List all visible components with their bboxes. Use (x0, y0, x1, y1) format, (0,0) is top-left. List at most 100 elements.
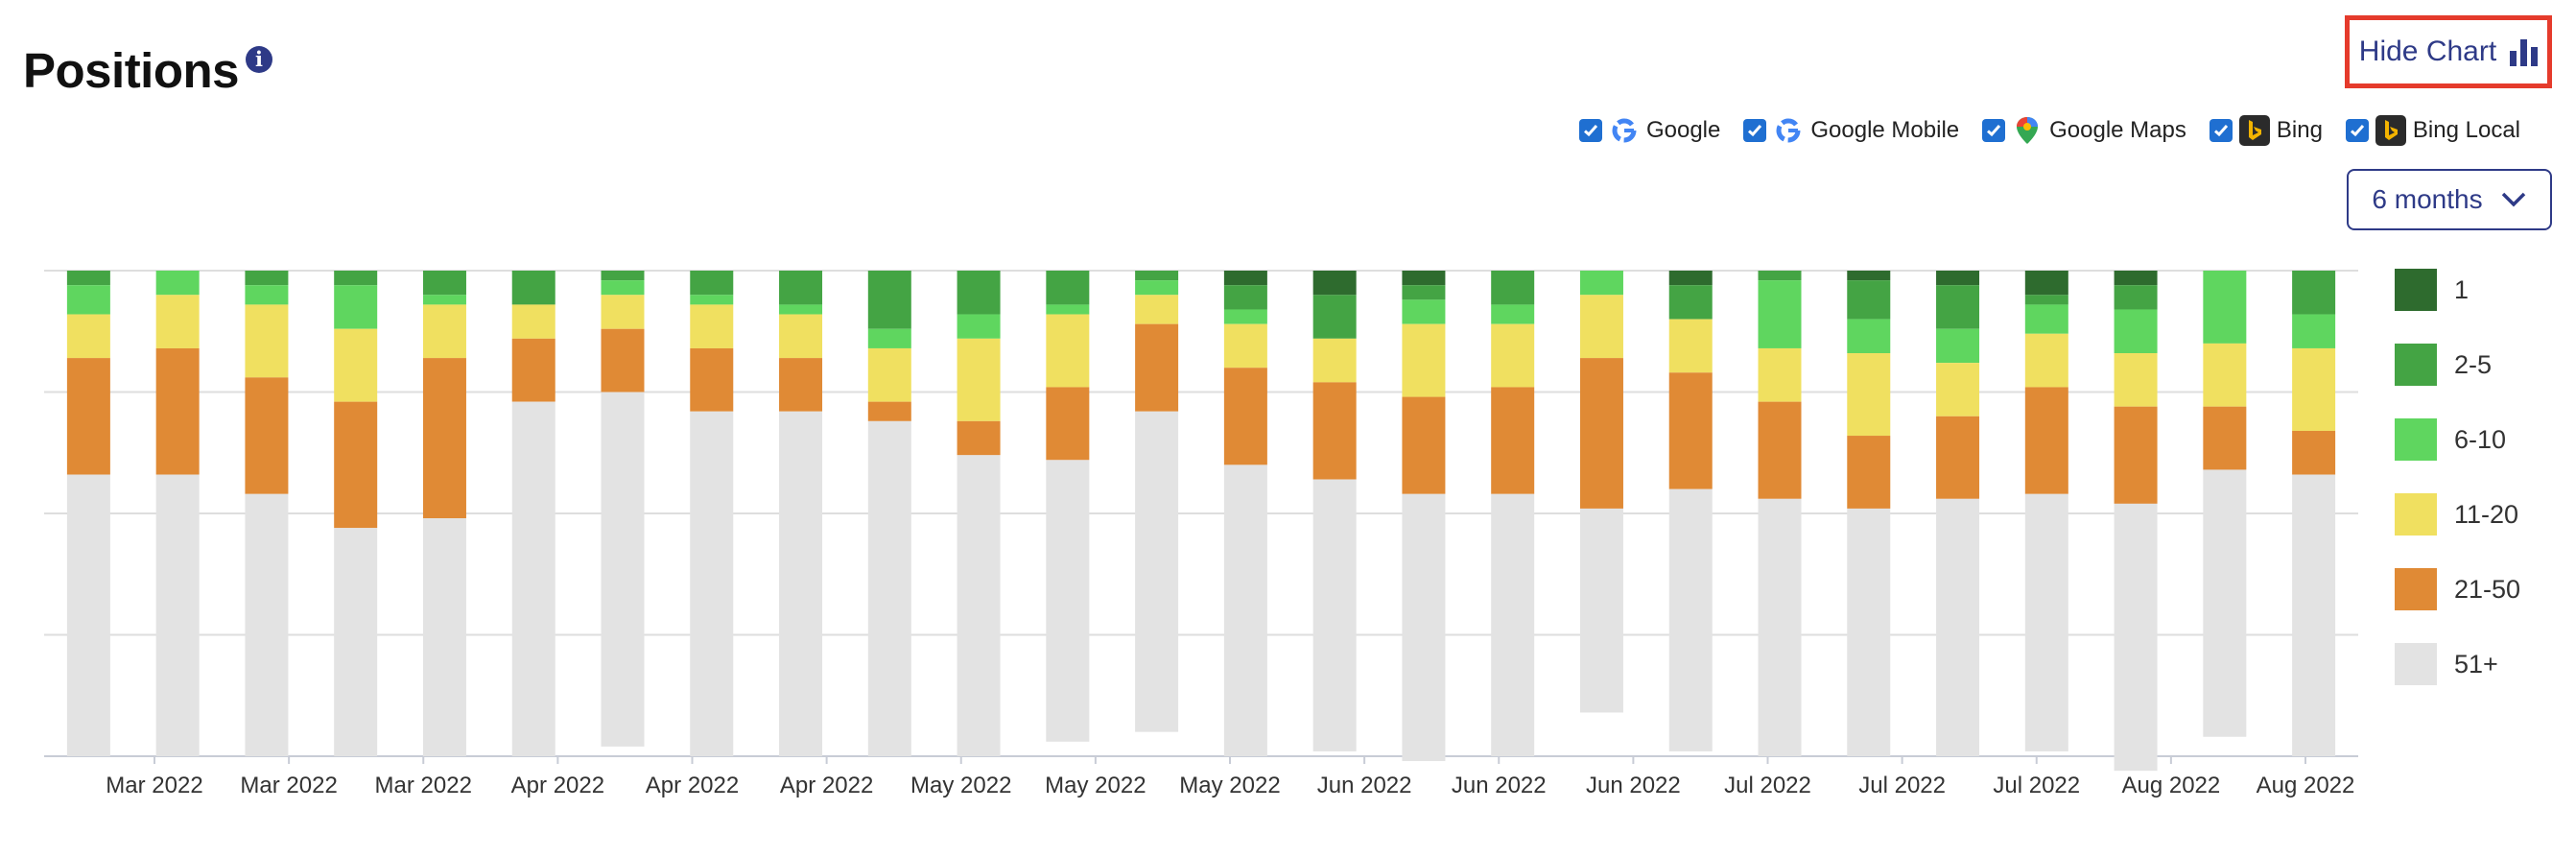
x-tick-label: Jul 2022 (1858, 773, 1946, 798)
bar-segment-51+ (1579, 508, 1623, 713)
filter-google-mobile[interactable]: Google Mobile (1743, 114, 1959, 147)
bar-segment-2-5 (1847, 280, 1891, 320)
bar-segment-21-50 (245, 377, 289, 494)
legend-item: 21-50 (2395, 568, 2520, 610)
legend-item: 6-10 (2395, 418, 2520, 461)
bar-segment-2-5 (1402, 285, 1446, 300)
x-tick-label: May 2022 (910, 773, 1011, 798)
bar-segment-6-10 (779, 304, 823, 315)
info-icon[interactable]: i (246, 46, 272, 73)
bar-segment-21-50 (1668, 372, 1713, 489)
bar-segment-51+ (690, 411, 734, 756)
bar-segment-6-10 (422, 295, 466, 305)
bar-segment-2-5 (511, 271, 555, 305)
bing-local-checkbox[interactable] (2345, 119, 2369, 142)
bar-segment-21-50 (1847, 436, 1891, 509)
legend-item: 51+ (2395, 643, 2520, 685)
bar-segment-11-20 (155, 295, 200, 348)
bar-segment-51+ (1402, 493, 1446, 762)
bar-segment-6-10 (155, 271, 200, 296)
x-tick-label: Aug 2022 (2121, 773, 2220, 798)
bar-segment-2-5 (422, 271, 466, 296)
bar-segment-51+ (957, 455, 1001, 756)
bar-segment-21-50 (601, 328, 645, 393)
x-tick-label: May 2022 (1179, 773, 1280, 798)
bar-segment-11-20 (1223, 323, 1267, 369)
bar-segment-51+ (2024, 493, 2068, 751)
bar-segment-21-50 (2024, 387, 2068, 494)
x-tick-label: Aug 2022 (2257, 773, 2355, 798)
google-mobile-checkbox[interactable] (1743, 119, 1767, 142)
page-title: Positions (23, 43, 240, 98)
bar-segment-6-10 (2203, 271, 2247, 344)
x-tick-label: Jun 2022 (1586, 773, 1681, 798)
bar-segment-6-10 (1758, 280, 1802, 348)
bar-segment-21-50 (422, 358, 466, 519)
x-tick-label: Apr 2022 (511, 773, 604, 798)
filter-bing[interactable]: Bing (2209, 114, 2323, 147)
legend-item: 1 (2395, 269, 2520, 311)
filter-label: Google Mobile (1810, 117, 1960, 143)
x-tick-label: Jul 2022 (1993, 773, 2080, 798)
legend-label: 1 (2454, 274, 2470, 304)
legend-swatch (2395, 344, 2437, 386)
x-tick-label: Apr 2022 (780, 773, 873, 798)
map-pin-icon (2011, 114, 2044, 147)
bar-segment-11-20 (511, 304, 555, 339)
hide-chart-button[interactable]: Hide Chart (2345, 15, 2552, 88)
bar-segment-21-50 (1135, 323, 1179, 412)
bar-segment-6-10 (66, 285, 110, 315)
hide-chart-label: Hide Chart (2358, 36, 2497, 67)
bar-segment-11-20 (2114, 353, 2158, 407)
bar-segment-6-10 (1579, 271, 1623, 296)
filter-bing-local[interactable]: Bing Local (2345, 114, 2520, 147)
bar-segment-6-10 (2024, 304, 2068, 334)
google-checkbox[interactable] (1578, 119, 1602, 142)
bar-segment-21-50 (2292, 430, 2336, 475)
bar-segment-11-20 (2024, 333, 2068, 388)
bar-segment-2-5 (2024, 295, 2068, 305)
bar-segment-6-10 (957, 314, 1001, 339)
bar-segment-2-5 (334, 271, 378, 286)
bar-segment-21-50 (1046, 387, 1090, 461)
bar-segment-2-5 (1223, 285, 1267, 310)
legend-swatch (2395, 418, 2437, 461)
legend-label: 51+ (2454, 649, 2498, 678)
bar-segment-2-5 (1046, 271, 1090, 305)
bar-segment-51+ (245, 493, 289, 756)
bar-segment-21-50 (1402, 396, 1446, 494)
legend-label: 2-5 (2454, 349, 2493, 379)
bar-segment-21-50 (334, 401, 378, 529)
bar-segment-51+ (1135, 411, 1179, 732)
bar-segment-21-50 (155, 347, 200, 475)
filter-google[interactable]: Google (1578, 114, 1721, 147)
bar-segment-2-5 (2292, 271, 2336, 315)
bar-segment-6-10 (1046, 304, 1090, 315)
bing-icon (2375, 114, 2407, 147)
bar-segment-51+ (2114, 503, 2158, 772)
bar-segment-11-20 (957, 338, 1001, 421)
bar-segment-51+ (1312, 479, 1357, 751)
bar-segment-6-10 (867, 328, 911, 348)
legend-swatch (2395, 568, 2437, 610)
bar-segment-2-5 (1936, 285, 1980, 329)
bar-segment-1 (1402, 271, 1446, 286)
bar-segment-2-5 (245, 271, 289, 286)
google-icon (1772, 114, 1805, 147)
bar-segment-11-20 (2292, 347, 2336, 431)
x-tick-label: Jun 2022 (1317, 773, 1412, 798)
chevron-down-icon (2500, 184, 2527, 215)
filter-label: Google (1645, 117, 1721, 143)
bing-checkbox[interactable] (2209, 119, 2233, 142)
bar-segment-6-10 (690, 295, 734, 305)
filter-google-maps[interactable]: Google Maps (1982, 114, 2186, 147)
legend-label: 21-50 (2454, 574, 2521, 604)
period-dropdown[interactable]: 6 months (2347, 169, 2552, 230)
x-tick-label: Apr 2022 (646, 773, 739, 798)
google-maps-checkbox[interactable] (1982, 119, 2006, 142)
x-tick-label: Jul 2022 (1724, 773, 1811, 798)
period-label: 6 months (2372, 184, 2483, 214)
bar-segment-11-20 (690, 304, 734, 348)
x-tick-label: Jun 2022 (1452, 773, 1547, 798)
bing-icon (2238, 114, 2271, 147)
